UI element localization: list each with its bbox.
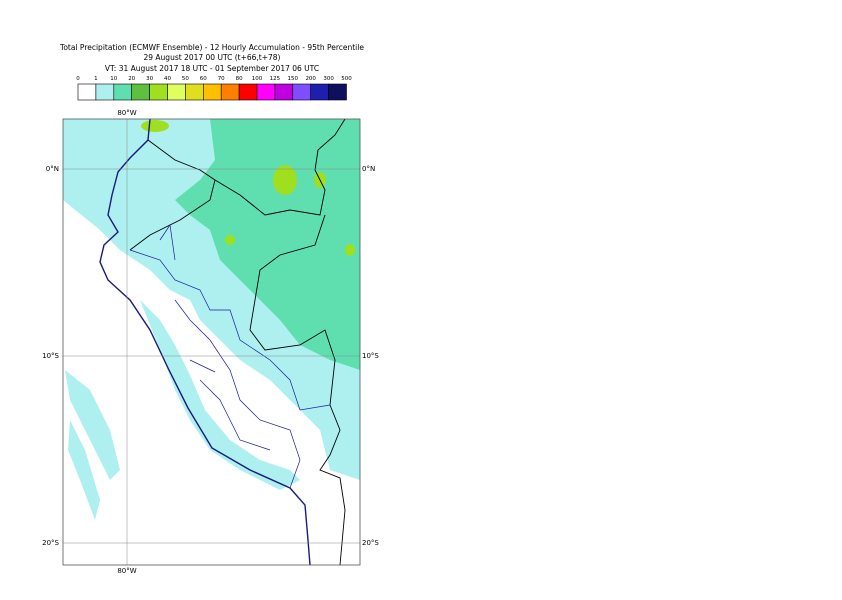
legend-label: 10 [110,76,117,82]
legend-label: 100 [252,76,263,82]
legend-swatch [274,83,294,101]
lat-label: 0°N [362,165,375,173]
legend-label: 80 [236,76,243,82]
legend-label: 1 [94,76,98,82]
lon-label: 80°W [117,567,136,575]
legend-swatch [77,83,97,101]
legend-swatch [292,83,311,101]
lat-label: 0°N [46,165,59,173]
legend-label: 60 [200,76,207,82]
lon-label: 80°W [117,109,136,117]
legend: 0 1 10 20 30 40 50 60 70 80 100 125 150 200 300 500 [76,76,352,101]
legend-label: 20 [128,76,135,82]
legend-swatch [238,83,258,101]
boundaries [99,119,346,565]
legend-swatch [113,83,133,101]
legend-label: 500 [341,76,352,82]
legend-label: 300 [323,76,334,82]
legend-swatch [328,83,347,101]
valid-time: VT: 31 August 2017 18 UTC - 01 September… [105,64,319,73]
lat-label: 10°S [42,352,59,360]
legend-swatch [203,83,222,101]
legend-swatch [95,83,115,101]
legend-label: 150 [288,76,299,82]
title: Total Precipitation (ECMWF Ensemble) - 1… [59,43,364,52]
legend-swatch [149,83,168,101]
legend-label: 0 [76,76,80,82]
lat-label: 20°S [362,539,379,547]
legend-label: 200 [305,76,316,82]
legend-swatch [131,83,150,101]
graticule [63,119,360,565]
legend-swatch [310,83,329,101]
map: 80°W 80°W 0°N 10°S 20°S 0°N 10°S 20°S [42,109,379,575]
legend-swatch [167,83,186,101]
subtitle: 29 August 2017 00 UTC (t+66,t+78) [144,53,281,62]
legend-label: 70 [218,76,225,82]
precip-field [63,119,360,520]
legend-swatch [256,83,276,101]
legend-label: 30 [146,76,153,82]
legend-swatch [220,83,240,101]
legend-label: 50 [182,76,189,82]
legend-label: 40 [164,76,171,82]
legend-swatch [185,83,204,101]
lat-label: 10°S [362,352,379,360]
legend-label: 125 [270,76,281,82]
lat-label: 20°S [42,539,59,547]
map-frame [62,118,361,566]
